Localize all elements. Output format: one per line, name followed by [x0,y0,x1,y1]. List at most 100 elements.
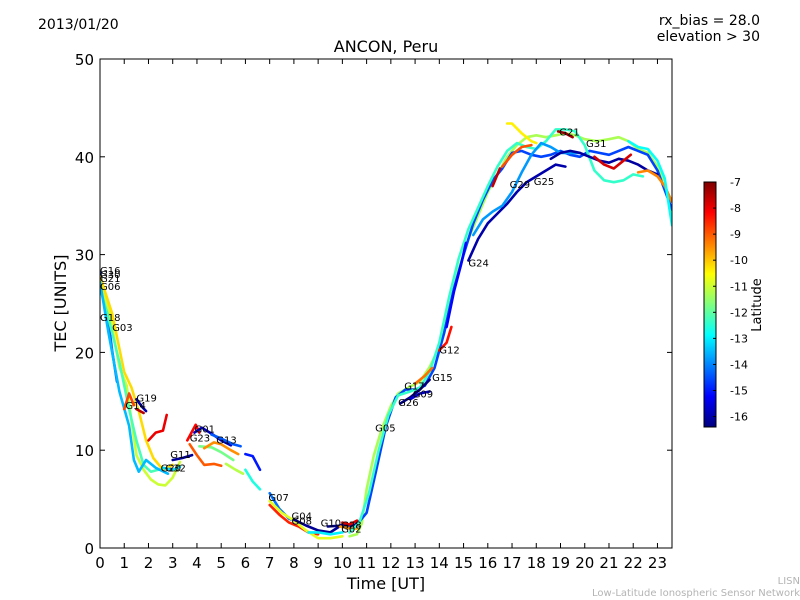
tec-trace [171,453,194,462]
tec-trace [501,143,533,168]
tec-trace [122,392,136,411]
tec-trace [467,163,567,262]
colorbar-tick-label: -12 [730,306,748,319]
tec-trace [210,433,242,448]
tec-trace [491,167,502,188]
x-tick-label: 12 [381,554,400,572]
colorbar [703,181,717,428]
tec-trace [244,468,262,491]
tec-trace [135,407,145,415]
tec-trace [161,465,182,472]
colorbar-label: Latitude [750,278,765,332]
y-tick-label: 10 [75,442,94,460]
series-layer [100,122,672,540]
colorbar-tick-label: -15 [730,385,748,398]
x-axis-label: Time [UT] [346,574,425,593]
x-tick-label: 14 [430,554,449,572]
satellite-label: G17 [404,382,424,393]
satellite-label: G10 [321,519,341,530]
satellite-label: G09 [413,389,433,400]
x-tick-label: 0 [95,554,105,572]
satellite-label: G26 [398,398,418,409]
satellite-label: G12 [439,345,459,356]
x-tick-label: 8 [289,554,299,572]
tec-trace [307,531,344,536]
satellite-label: G29 [510,180,530,191]
satellite-label: G01 [195,425,215,436]
tec-trace [408,390,431,401]
tec-trace [244,452,262,472]
date-label: 2013/01/20 [38,17,119,33]
tec-trace [549,149,659,176]
satellite-label: G16 [100,266,120,277]
tec-trace [593,153,633,170]
x-tick-label: 5 [216,554,226,572]
tec-trace [399,378,431,405]
colorbar-tick-label: -9 [730,228,741,241]
satellite-label: G28 [341,520,361,531]
tec-trace [135,398,148,413]
x-tick-label: 19 [551,554,570,572]
y-tick-label: 20 [75,344,94,362]
rx-bias-label: rx_bias = 28.0 [658,13,760,29]
x-tick-label: 18 [527,554,546,572]
x-tick-label: 23 [648,554,667,572]
colorbar-ticks: -7 -8 -9 -10 -11 -12 -13 -14 -15 -16 [713,176,748,424]
x-tick-label: 11 [357,554,376,572]
satellite-label: G19 [136,393,156,404]
colorbar-tick-label: -14 [730,358,748,371]
x-tick-label: 3 [168,554,178,572]
tec-trace [445,241,468,329]
colorbar-tick-label: -7 [730,176,741,189]
satellite-label: G07 [268,493,288,504]
y-axis-label: TEC [UNITS] [51,255,70,353]
x-tick-label: 4 [192,554,202,572]
tec-trace [292,518,344,534]
y-tick-label: 0 [84,540,94,558]
satellite-label: G11 [170,450,190,461]
satellite-label: G20 [161,464,181,475]
x-tick-label: 15 [454,554,473,572]
satellite-label: G21 [100,274,120,285]
x-tick-label: 22 [624,554,643,572]
x-tick-label: 17 [502,554,521,572]
tec-trace [100,286,160,473]
axes-layer: 0 1 2 3 4 5 6 7 8 9 10 11 12 13 14 15 16 17 18 19 20 21 22 2301… [75,51,672,572]
satellite-label: G30 [100,270,120,281]
x-tick-label: 9 [313,554,323,572]
satellite-label: G31 [586,139,606,150]
colorbar-tick-label: -8 [730,202,741,215]
x-tick-label: 16 [478,554,497,572]
x-tick-label: 20 [575,554,594,572]
tec-trace [224,462,245,475]
x-tick-label: 13 [406,554,425,572]
tec-trace [268,499,344,540]
x-tick-label: 10 [333,554,352,572]
tec-trace [341,519,359,526]
tec-trace [188,443,223,468]
x-tick-label: 21 [599,554,618,572]
satellite-label: G13 [216,435,236,446]
x-tick-label: 1 [119,554,129,572]
satellite-label: G24 [468,258,488,269]
tec-trace [355,145,672,526]
x-tick-label: 6 [241,554,251,572]
tec-trace [348,128,645,534]
footer-org-name: Low-Latitude Ionospheric Sensor Network [592,588,800,599]
satellite-label: G06 [100,282,120,293]
colorbar-tick-label: -16 [730,411,748,424]
satellite-label: G21 [559,127,579,138]
y-tick-label: 30 [75,247,94,265]
y-tick-label: 50 [75,51,94,69]
chart-title: ANCON, Peru [333,37,439,56]
satellite-label: G15 [432,373,452,384]
colorbar-tick-label: -13 [730,332,748,345]
tec-trace [556,130,574,139]
satellite-label: G05 [375,424,395,435]
y-tick-label: 40 [75,149,94,167]
plot-frame [99,58,673,549]
satellite-label: G18 [100,313,120,324]
tec-trace [202,441,240,456]
